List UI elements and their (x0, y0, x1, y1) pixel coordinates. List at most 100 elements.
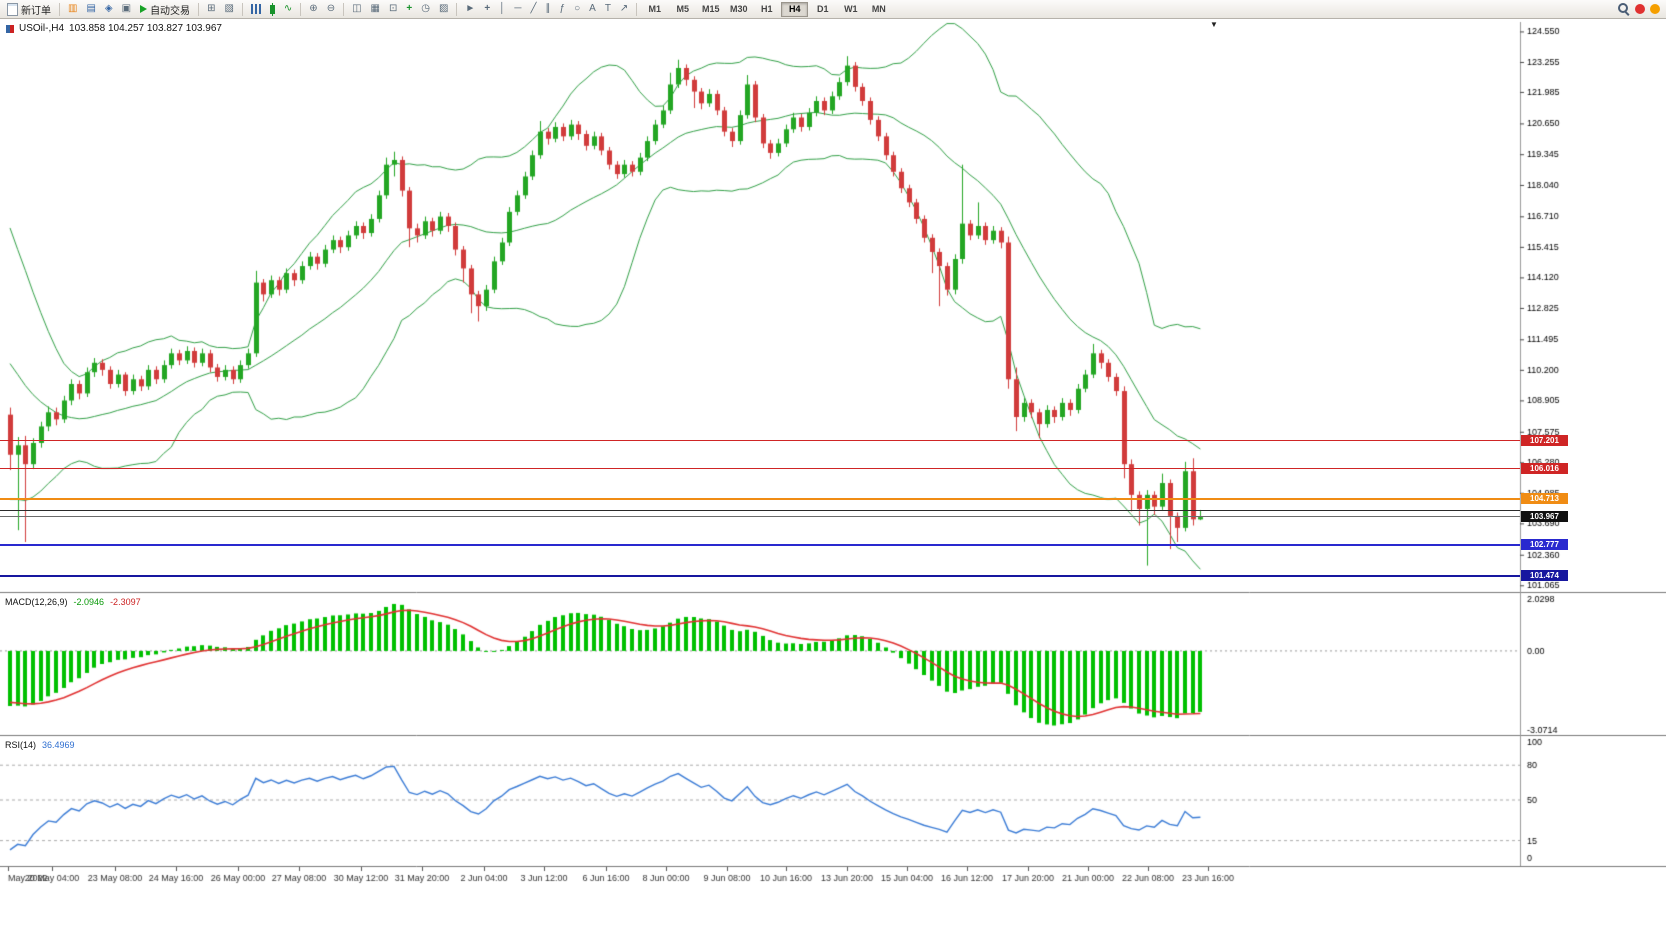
price-level-line-102.777[interactable] (0, 543, 1520, 546)
channel-button[interactable]: ∥ (542, 1, 555, 17)
new-order-icon (7, 2, 18, 16)
toolbar-separator (343, 2, 345, 16)
text-icon: A (589, 3, 596, 14)
navigator-button[interactable]: ◈ (101, 1, 117, 17)
price-level-line-106.016[interactable] (0, 468, 1520, 470)
price-tag-102.777: 102.777 (1521, 538, 1568, 550)
macd-name: MACD(12,26,9) (5, 597, 68, 607)
zoom-out-icon: ⊖ (326, 3, 336, 14)
templates-icon: ▨ (438, 3, 449, 14)
cursor-button[interactable]: ► (461, 1, 479, 17)
grid-button[interactable]: ▦ (367, 1, 384, 17)
toolbar-separator (300, 2, 302, 16)
chart-ohlc-values: 103.858 104.257 103.827 103.967 (69, 23, 222, 34)
indicators-button[interactable]: + (402, 1, 416, 17)
fibonacci-icon: ƒ (559, 3, 566, 14)
price-level-line-101.474[interactable] (0, 574, 1520, 577)
market-watch-icon: ▥ (68, 3, 78, 14)
timeframe-w1-button[interactable]: W1 (837, 2, 864, 17)
templates-button[interactable]: ▨ (435, 1, 452, 17)
channel-icon: ∥ (545, 3, 551, 14)
terminal-icon: ▣ (121, 3, 132, 14)
timeframe-m5-button[interactable]: M5 (669, 2, 696, 17)
cursor-icon: ► (465, 3, 476, 14)
market-watch-button[interactable]: ▥ (64, 1, 81, 17)
candlestick-button[interactable] (266, 1, 279, 17)
alert-badge-icon[interactable] (1635, 4, 1645, 14)
ellipse-icon: ○ (574, 3, 581, 14)
auto-trading-button[interactable]: 自动交易 (136, 1, 194, 17)
profiles-button[interactable]: ▧ (220, 1, 237, 17)
label-icon: T (604, 3, 611, 14)
timeframe-m1-button[interactable]: M1 (641, 2, 668, 17)
arrows-button[interactable]: ↗ (616, 1, 632, 17)
timeframe-mn-button[interactable]: MN (865, 2, 892, 17)
terminal-button[interactable]: ▣ (118, 1, 135, 17)
rsi-value: 36.4969 (42, 740, 75, 750)
candlestick-icon (269, 2, 275, 16)
profiles-icon: ▧ (224, 3, 234, 14)
timeframe-d1-button[interactable]: D1 (809, 2, 836, 17)
timeframe-toolbar: M1 M5 M15 M30 H1 H4 D1 W1 MN (641, 1, 892, 17)
chart-symbol-icon (6, 24, 14, 33)
rsi-label: RSI(14) 36.4969 (5, 740, 75, 750)
scroll-end-marker[interactable]: ▼ (1210, 20, 1218, 29)
search-icon[interactable] (1618, 3, 1630, 15)
zoom-out-button[interactable]: ⊖ (323, 1, 339, 17)
timeframe-m15-button[interactable]: M15 (697, 2, 724, 17)
toolbar-right-group (1618, 3, 1663, 15)
chart-title: USOil-,H4 103.858 104.257 103.827 103.96… (6, 23, 222, 34)
navigator-icon: ◈ (104, 3, 113, 14)
price-tag-107.201: 107.201 (1521, 434, 1568, 446)
new-chart-button[interactable]: ⊞ (203, 1, 219, 17)
price-level-line-103.967[interactable] (0, 516, 1520, 518)
timeframe-h4-button[interactable]: H4 (781, 1, 809, 17)
price-level-line-107.201[interactable] (0, 440, 1520, 442)
toolbar-separator (241, 2, 243, 16)
price-tag-101.474: 101.474 (1521, 569, 1568, 581)
toolbar-separator (636, 2, 638, 16)
bar-chart-icon (250, 4, 261, 14)
new-chart-icon: ⊞ (207, 3, 216, 14)
tile-windows-icon: ◫ (352, 3, 362, 14)
price-level-line-104.713[interactable] (0, 498, 1520, 501)
timeframe-m30-button[interactable]: M30 (725, 2, 752, 17)
cascade-button[interactable]: ⊡ (385, 1, 401, 17)
cascade-icon: ⊡ (388, 3, 398, 14)
text-button[interactable]: A (585, 1, 600, 17)
macd-label: MACD(12,26,9) -2.0946 -2.3097 (5, 597, 141, 607)
new-order-button[interactable]: 新订单 (3, 1, 55, 17)
price-tag-104.713: 104.713 (1521, 493, 1568, 505)
timeframe-h1-button[interactable]: H1 (753, 2, 780, 17)
vertical-line-button[interactable]: │ (495, 1, 509, 17)
text-label-button[interactable]: T (601, 1, 615, 17)
periods-button[interactable]: ◷ (417, 1, 434, 17)
line-chart-button[interactable]: ∿ (280, 1, 296, 17)
toolbar-separator (198, 2, 200, 16)
vertical-line-icon: │ (499, 3, 506, 14)
data-window-button[interactable]: ▤ (82, 1, 99, 17)
grid-icon: ▦ (370, 3, 380, 14)
fibonacci-button[interactable]: ƒ (556, 1, 570, 17)
bar-chart-button[interactable] (247, 1, 265, 17)
trendline-button[interactable]: ╱ (527, 1, 541, 17)
zoom-in-button[interactable]: ⊕ (305, 1, 321, 17)
horizontal-line-button[interactable]: ─ (510, 1, 525, 17)
price-tag-103.967: 103.967 (1521, 510, 1568, 522)
toolbar-separator (456, 2, 458, 16)
auto-trading-label: 自动交易 (150, 5, 191, 17)
zoom-in-icon: ⊕ (309, 3, 318, 14)
price-level-line-104.257[interactable] (0, 509, 1520, 511)
data-window-icon: ▤ (86, 3, 96, 14)
news-badge-icon[interactable] (1650, 4, 1660, 14)
tile-windows-button[interactable]: ◫ (348, 1, 365, 17)
new-order-label: 新订单 (21, 5, 51, 17)
horizontal-line-icon: ─ (514, 3, 522, 14)
indicators-add-icon: + (406, 3, 413, 14)
clock-icon: ◷ (421, 3, 430, 14)
crosshair-button[interactable]: + (480, 1, 494, 17)
toolbar-separator (59, 2, 60, 16)
shapes-button[interactable]: ○ (570, 1, 584, 17)
arrow-icon: ↗ (619, 3, 629, 14)
